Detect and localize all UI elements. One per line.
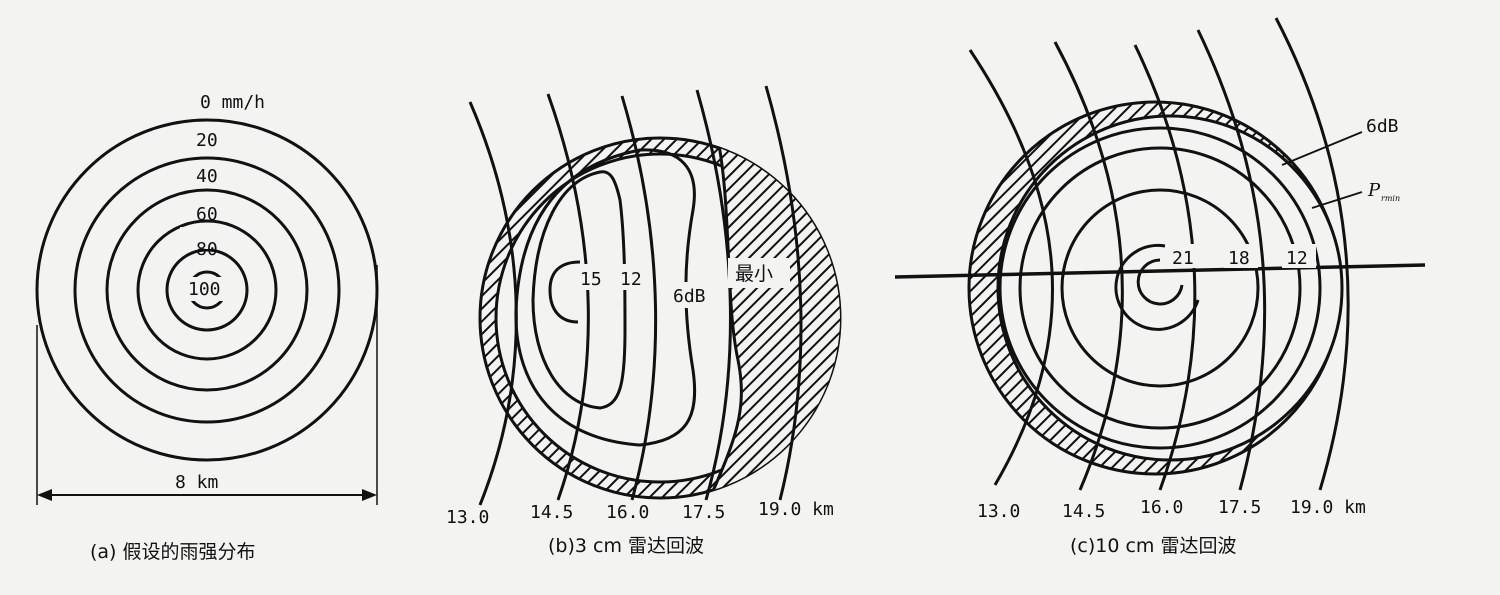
ring-label-40: 40 <box>196 166 218 187</box>
ring-label-60: 60 <box>196 204 218 225</box>
range-tick-16: 16.0 <box>1140 497 1183 518</box>
caption-a: (a) 假设的雨强分布 <box>90 541 256 563</box>
ring-outer-inner <box>998 126 1322 450</box>
leader-prmin <box>1311 191 1363 209</box>
contour-label-6db: 6dB <box>673 286 706 307</box>
ring-label-100: 100 <box>188 279 221 300</box>
contour-label-minimum: 最小 <box>735 263 773 285</box>
range-tick-19: 19.0 km <box>1290 497 1366 518</box>
ring-12 <box>1018 146 1302 430</box>
panel-a-rain-intensity: 0 mm/h 20 40 60 80 100 8 km (a) 假设的雨强分布 <box>35 92 379 563</box>
range-arc-19 <box>1274 17 1350 491</box>
range-arc-17-5 <box>1196 29 1267 491</box>
ring-40 <box>105 188 309 392</box>
contour-label-12: 12 <box>1286 248 1308 269</box>
panel-c-10cm-echo: 21 18 12 6dB P rmin 13.0 14.5 16.0 17.5 … <box>894 17 1426 557</box>
ring-60 <box>136 219 278 361</box>
minimum-region <box>707 138 840 498</box>
p-subscript: rmin <box>1381 194 1400 203</box>
caption-c: (c)10 cm 雷达回波 <box>1070 535 1236 557</box>
range-tick-17-5: 17.5 <box>1218 497 1261 518</box>
width-label: 8 km <box>175 472 218 493</box>
ring-label-20: 20 <box>196 130 218 151</box>
cross-section-line <box>894 263 1426 279</box>
leader-6db <box>1281 131 1363 166</box>
ring-20 <box>73 156 341 424</box>
range-arc-16 <box>620 95 658 501</box>
range-tick-14-5: 14.5 <box>530 502 573 523</box>
ring-18 <box>1060 188 1260 388</box>
range-tick-14-5: 14.5 <box>1062 501 1105 522</box>
ring-label-0: 0 mm/h <box>200 92 265 113</box>
arrowhead-right-icon <box>362 489 377 501</box>
range-tick-19: 19.0 km <box>758 499 834 520</box>
range-arc-14-5 <box>546 93 590 501</box>
range-tick-13: 13.0 <box>977 501 1020 522</box>
range-arc-13 <box>968 49 1054 486</box>
range-arc-19 <box>764 85 803 501</box>
contour-15 <box>548 260 581 324</box>
p-label: P <box>1367 180 1381 201</box>
contour-label-18: 18 <box>1228 248 1250 269</box>
outer-label-6db: 6dB <box>1366 116 1399 137</box>
contour-6db <box>514 148 697 447</box>
contour-label-12: 12 <box>620 269 642 290</box>
ring-label-80: 80 <box>196 239 218 260</box>
range-arc-16 <box>1133 44 1197 491</box>
range-arc-14-5 <box>1053 41 1124 491</box>
range-arc-13 <box>468 101 518 506</box>
contour-label-15: 15 <box>580 269 602 290</box>
ring-center <box>1136 258 1184 306</box>
range-tick-16: 16.0 <box>606 502 649 523</box>
contour-label-21: 21 <box>1172 248 1194 269</box>
panel-b-3cm-echo: 15 12 6dB 最小 13.0 14.5 16.0 17.5 19.0 km… <box>446 85 842 557</box>
range-tick-17-5: 17.5 <box>682 502 725 523</box>
ring-80 <box>165 248 249 332</box>
range-tick-13: 13.0 <box>446 507 489 528</box>
arrowhead-left-icon <box>37 489 52 501</box>
range-arc-17-5 <box>695 89 732 501</box>
caption-b: (b)3 cm 雷达回波 <box>548 535 704 557</box>
contour-12 <box>531 170 627 410</box>
